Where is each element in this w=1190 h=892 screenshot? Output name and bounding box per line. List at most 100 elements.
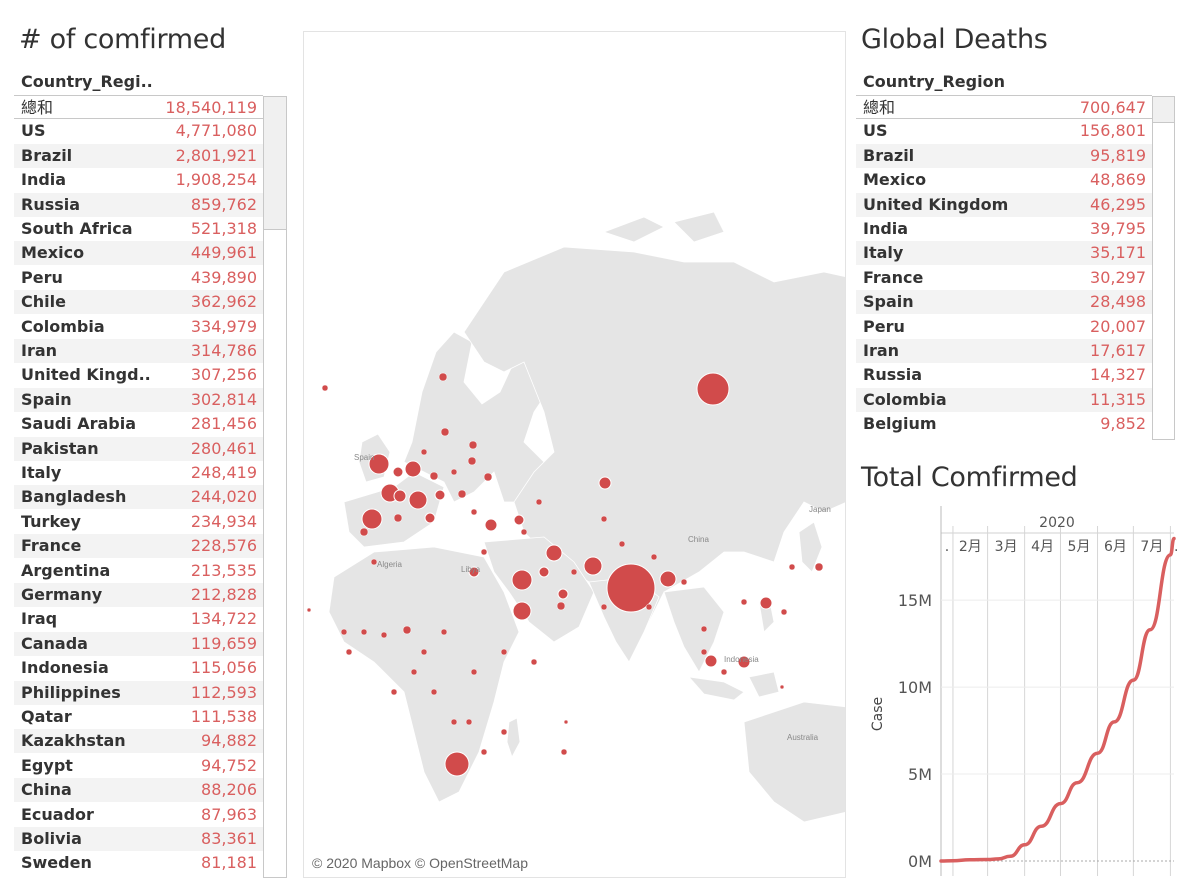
confirmed-row[interactable]: China 88,206 [14, 778, 263, 803]
map-bubble[interactable] [645, 603, 653, 611]
map-bubble[interactable] [440, 628, 448, 636]
map-bubble[interactable] [468, 566, 480, 578]
map-bubble[interactable] [700, 648, 708, 656]
world-map[interactable]: Algeria Libya China Japan Indonesia Aust… [303, 31, 846, 878]
map-bubble[interactable] [470, 508, 478, 516]
map-bubble[interactable] [598, 476, 612, 490]
confirmed-row[interactable]: Mexico 449,961 [14, 241, 263, 266]
map-bubble[interactable] [430, 688, 438, 696]
map-bubble[interactable] [740, 598, 748, 606]
map-bubble[interactable] [438, 372, 448, 382]
map-bubble[interactable] [696, 372, 730, 406]
line-chart-canvas[interactable]: 2020 . 2月 3月 4月 5月 6月 7月. 0M 5M 10M 15M Case [858, 506, 1184, 886]
map-bubble[interactable] [345, 648, 353, 656]
map-bubble[interactable] [557, 588, 569, 600]
map-bubble[interactable] [360, 628, 368, 636]
map-bubble[interactable] [434, 489, 446, 501]
map-bubble[interactable] [600, 515, 608, 523]
map-bubble[interactable] [390, 688, 398, 696]
map-bubble[interactable] [370, 558, 378, 566]
map-bubble[interactable] [583, 556, 603, 576]
deaths-row[interactable]: Russia 14,327 [856, 363, 1152, 387]
map-bubble[interactable] [680, 578, 688, 586]
confirmed-row[interactable]: Qatar 111,538 [14, 705, 263, 729]
map-bubble[interactable] [470, 668, 478, 676]
map-bubble[interactable] [404, 460, 422, 478]
map-bubble[interactable] [511, 569, 533, 591]
confirmed-row[interactable]: France 228,576 [14, 534, 263, 559]
confirmed-column-header[interactable]: Country_Regi.. [21, 72, 153, 91]
total-confirmed-chart[interactable]: 2020 . 2月 3月 4月 5月 6月 7月. 0M 5M 10M 15M Case [858, 506, 1184, 886]
confirmed-scrollbar[interactable] [263, 96, 287, 878]
deaths-row[interactable]: France 30,297 [856, 266, 1152, 290]
confirmed-row[interactable]: Egypt 94,752 [14, 754, 263, 778]
confirmed-row[interactable]: India 1,908,254 [14, 168, 263, 192]
confirmed-row[interactable]: South Africa 521,318 [14, 217, 263, 241]
deaths-total-row[interactable]: 總和 700,647 [856, 95, 1152, 119]
confirmed-row[interactable]: Philippines 112,593 [14, 680, 263, 705]
deaths-row[interactable]: Italy 35,171 [856, 241, 1152, 266]
deaths-row[interactable]: India 39,795 [856, 217, 1152, 241]
deaths-row[interactable]: Belgium 9,852 [856, 412, 1152, 436]
deaths-scrollbar-thumb[interactable] [1153, 97, 1174, 123]
map-bubble[interactable] [759, 596, 773, 610]
map-bubble[interactable] [368, 453, 390, 475]
deaths-column-header[interactable]: Country_Region [863, 72, 1005, 91]
map-bubble[interactable] [535, 498, 543, 506]
map-bubble[interactable] [393, 489, 407, 503]
map-bubble[interactable] [420, 448, 428, 456]
map-bubble[interactable] [814, 562, 824, 572]
map-bubble[interactable] [420, 648, 428, 656]
confirmed-row[interactable]: Bangladesh 244,020 [14, 485, 263, 510]
map-bubble[interactable] [500, 728, 508, 736]
deaths-row[interactable]: United Kingdom 46,295 [856, 192, 1152, 217]
confirmed-row[interactable]: Sweden 81,181 [14, 851, 263, 875]
map-bubble[interactable] [618, 540, 626, 548]
map-bubble[interactable] [429, 471, 439, 481]
map-bubble[interactable] [457, 489, 467, 499]
map-bubble[interactable] [500, 648, 508, 656]
map-bubble[interactable] [780, 608, 788, 616]
confirmed-row[interactable]: Peru 439,890 [14, 266, 263, 290]
map-bubble[interactable] [788, 563, 796, 571]
map-bubble[interactable] [410, 668, 418, 676]
confirmed-row[interactable]: Spain 302,814 [14, 387, 263, 412]
confirmed-row[interactable]: Saudi Arabia 281,456 [14, 412, 263, 436]
map-credit[interactable]: © 2020 Mapbox © OpenStreetMap [312, 855, 528, 871]
map-bubble[interactable] [393, 513, 403, 523]
map-bubble[interactable] [563, 719, 569, 725]
confirmed-row[interactable]: Iraq 134,722 [14, 607, 263, 631]
deaths-row[interactable]: US 156,801 [856, 119, 1152, 143]
map-bubble[interactable] [737, 655, 751, 669]
map-bubble[interactable] [321, 384, 329, 392]
map-bubble[interactable] [450, 718, 458, 726]
map-bubble[interactable] [600, 603, 608, 611]
deaths-row[interactable]: Brazil 95,819 [856, 143, 1152, 168]
map-bubble[interactable] [513, 514, 525, 526]
map-bubble[interactable] [480, 548, 488, 556]
confirmed-row[interactable]: Canada 119,659 [14, 631, 263, 656]
confirmed-row[interactable]: Iran 314,786 [14, 339, 263, 363]
map-bubble[interactable] [467, 456, 477, 466]
deaths-row[interactable]: Iran 17,617 [856, 339, 1152, 363]
map-bubble[interactable] [306, 607, 312, 613]
confirmed-row[interactable]: United Kingd.. 307,256 [14, 363, 263, 387]
confirmed-row[interactable]: Kazakhstan 94,882 [14, 729, 263, 754]
confirmed-row[interactable]: Pakistan 280,461 [14, 436, 263, 461]
map-bubble[interactable] [359, 527, 369, 537]
map-bubble[interactable] [720, 668, 728, 676]
map-bubble[interactable] [450, 468, 458, 476]
map-bubble[interactable] [424, 512, 436, 524]
map-bubble[interactable] [468, 440, 478, 450]
confirmed-row[interactable]: Brazil 2,801,921 [14, 143, 263, 168]
map-bubble[interactable] [361, 508, 383, 530]
map-bubble[interactable] [659, 570, 677, 588]
confirmed-row[interactable]: Bolivia 83,361 [14, 827, 263, 851]
confirmed-row[interactable]: Turkey 234,934 [14, 510, 263, 534]
confirmed-row[interactable]: Ecuador 87,963 [14, 803, 263, 827]
map-bubble[interactable] [560, 748, 568, 756]
map-bubble[interactable] [402, 625, 412, 635]
map-bubble[interactable] [606, 563, 656, 613]
map-bubble[interactable] [392, 466, 404, 478]
confirmed-row[interactable]: Colombia 334,979 [14, 315, 263, 339]
